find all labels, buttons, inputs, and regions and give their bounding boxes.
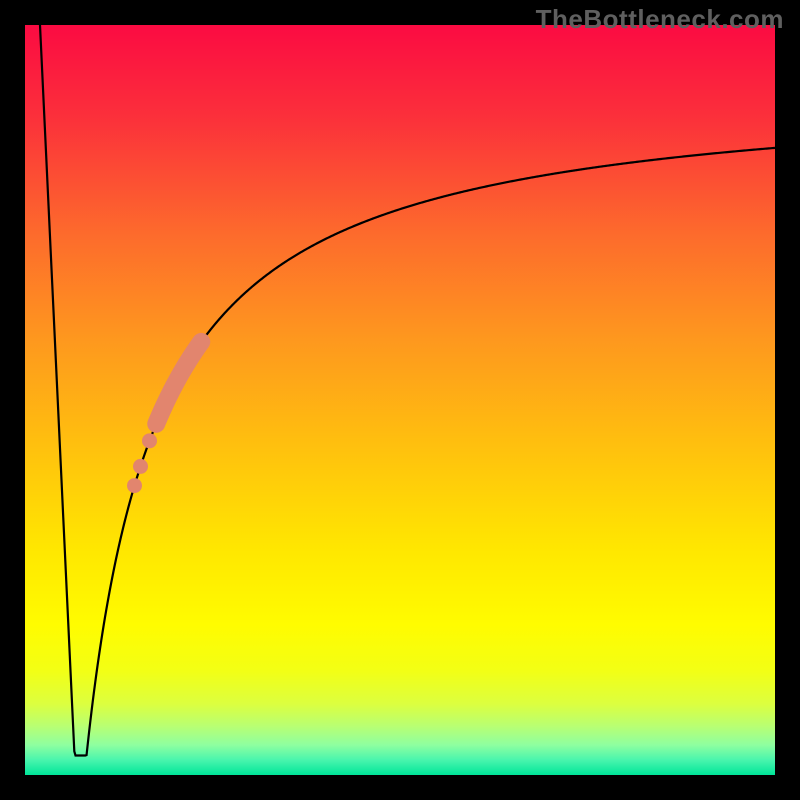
chart-svg <box>0 0 800 800</box>
highlight-dot <box>127 478 142 493</box>
watermark-text: TheBottleneck.com <box>536 4 784 35</box>
highlight-dot <box>142 433 157 448</box>
bottleneck-chart: TheBottleneck.com <box>0 0 800 800</box>
plot-area <box>25 25 775 775</box>
highlight-dot <box>133 459 148 474</box>
